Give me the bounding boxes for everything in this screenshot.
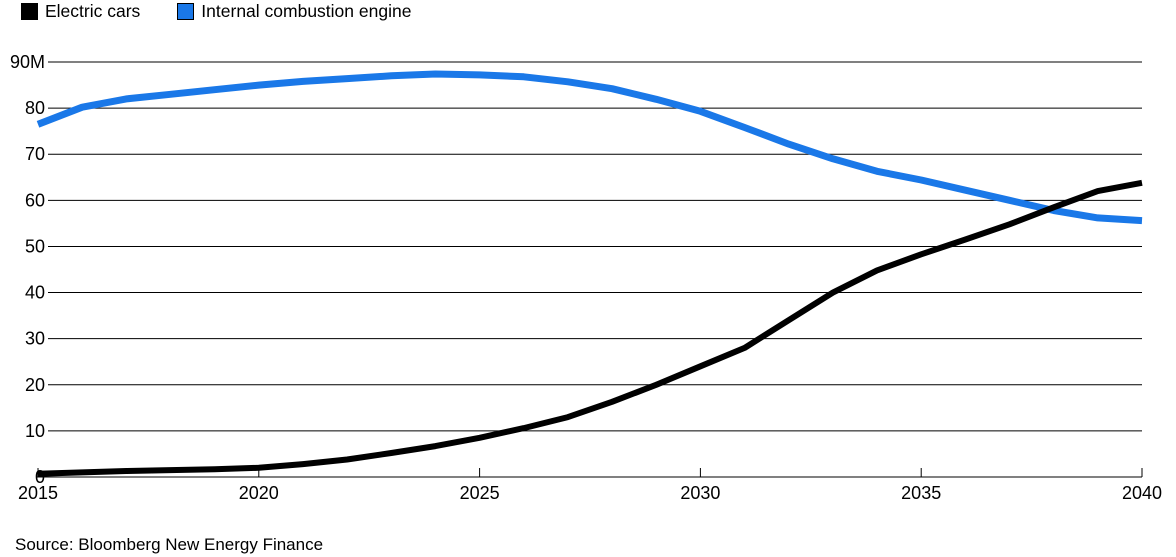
x-axis-labels: 2015 2020 2025 2030 2035 2040 (18, 483, 1162, 503)
series-line-internal-combustion-engine (36, 70, 1143, 225)
legend-item-internal-combustion-engine: Internal combustion engine (177, 1, 411, 22)
y-tick-label: 0 (35, 467, 45, 487)
y-tick-label: 30 (25, 329, 45, 349)
chart-legend: Electric cars Internal combustion engine (21, 1, 411, 22)
x-tick-label: 2025 (460, 483, 500, 503)
electric-cars-swatch-icon (21, 3, 38, 20)
x-tick-label: 2030 (680, 483, 720, 503)
series-line-electric-cars (37, 179, 1143, 477)
internal-combustion-engine-swatch-icon (177, 3, 195, 20)
x-tick-label: 2020 (239, 483, 279, 503)
y-tick-label: 50 (25, 236, 45, 256)
y-tick-label: 90M (10, 52, 45, 72)
y-tick-label: 10 (25, 421, 45, 441)
legend-item-electric-cars: Electric cars (21, 1, 140, 22)
y-tick-label: 60 (25, 190, 45, 210)
legend-label-electric-cars: Electric cars (45, 1, 141, 21)
y-gridlines (36, 61, 1142, 478)
x-tick-label: 2040 (1122, 483, 1162, 503)
y-tick-label: 20 (25, 375, 45, 395)
y-tick-label: 80 (25, 98, 45, 118)
legend-label-internal-combustion-engine: Internal combustion engine (201, 1, 412, 21)
x-tick-label: 2015 (18, 483, 58, 503)
x-tick-label: 2035 (901, 483, 941, 503)
y-axis-labels: 0 10 20 30 40 50 60 70 80 90M (10, 52, 45, 487)
y-tick-label: 70 (25, 144, 45, 164)
y-tick-label: 40 (25, 283, 45, 303)
x-axis-ticks (37, 468, 1143, 477)
source-note: Source: Bloomberg New Energy Finance (15, 535, 324, 554)
